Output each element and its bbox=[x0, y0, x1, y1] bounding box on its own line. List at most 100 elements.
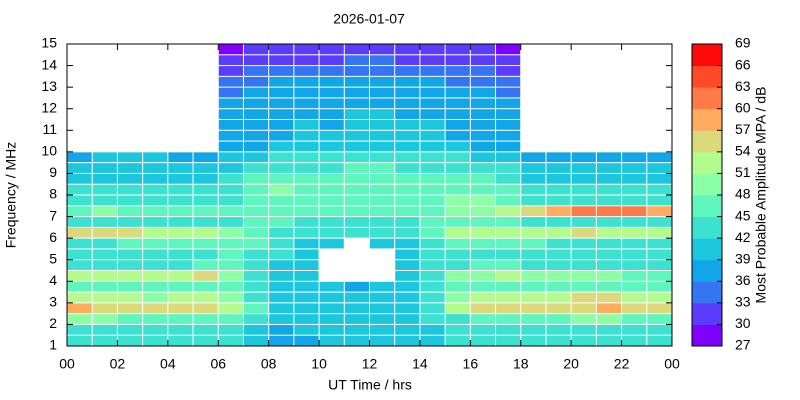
heatmap-cell bbox=[344, 141, 369, 152]
heatmap-cell bbox=[420, 292, 445, 303]
heatmap-cell bbox=[470, 303, 496, 314]
heatmap-cell bbox=[596, 152, 622, 163]
heatmap-cell bbox=[218, 281, 243, 292]
heatmap-cell bbox=[420, 76, 445, 87]
heatmap-cell bbox=[622, 152, 647, 163]
heatmap-cell bbox=[168, 217, 193, 227]
heatmap-cell bbox=[571, 324, 596, 335]
y-tick-label: 2 bbox=[49, 315, 57, 331]
heatmap-cell bbox=[370, 141, 395, 152]
colorbar-swatch bbox=[692, 281, 722, 304]
heatmap-cell bbox=[344, 120, 369, 130]
heatmap-cell bbox=[218, 87, 243, 98]
heatmap-cell bbox=[344, 87, 369, 98]
heatmap-cell bbox=[269, 109, 294, 119]
heatmap-cell bbox=[420, 249, 445, 260]
heatmap-cell bbox=[344, 66, 369, 76]
heatmap-cell bbox=[370, 109, 395, 119]
heatmap-cell bbox=[395, 66, 420, 76]
heatmap-cell bbox=[370, 206, 395, 217]
heatmap-cell bbox=[269, 44, 294, 55]
heatmap-cell bbox=[143, 184, 168, 195]
heatmap-cell bbox=[546, 184, 571, 195]
heatmap-cell bbox=[193, 195, 218, 206]
heatmap-cell bbox=[218, 292, 243, 303]
heatmap-cell bbox=[269, 324, 294, 335]
heatmap-cell bbox=[596, 184, 622, 195]
heatmap-cell bbox=[470, 260, 496, 270]
heatmap-cell bbox=[420, 335, 445, 346]
heatmap-cell bbox=[344, 195, 369, 206]
heatmap-cell bbox=[571, 249, 596, 260]
heatmap-cell bbox=[344, 206, 369, 217]
heatmap-cell bbox=[420, 314, 445, 324]
heatmap-cell bbox=[294, 249, 319, 260]
colorbar-label: Most Probable Amplitude MPA / dB bbox=[753, 87, 769, 304]
heatmap-cell bbox=[294, 260, 319, 270]
colorbar-swatch bbox=[692, 151, 722, 174]
heatmap-cell bbox=[596, 227, 622, 238]
y-tick-label: 13 bbox=[41, 78, 57, 94]
heatmap-cell bbox=[622, 173, 647, 184]
heatmap-cell bbox=[269, 184, 294, 195]
heatmap-cell bbox=[395, 76, 420, 87]
heatmap-cell bbox=[294, 173, 319, 184]
colorbar-swatch bbox=[692, 108, 722, 131]
heatmap-cell bbox=[218, 109, 243, 119]
heatmap-cell bbox=[521, 249, 546, 260]
heatmap-cell bbox=[243, 173, 269, 184]
heatmap-cell bbox=[470, 227, 496, 238]
heatmap-cell bbox=[92, 184, 117, 195]
heatmap-cell bbox=[420, 281, 445, 292]
heatmap-cell bbox=[294, 281, 319, 292]
heatmap-cell bbox=[344, 184, 369, 195]
heatmap-cell bbox=[117, 206, 143, 217]
heatmap-cell bbox=[243, 76, 269, 87]
heatmap-cell bbox=[395, 141, 420, 152]
heatmap-cell bbox=[168, 335, 193, 346]
heatmap-cell bbox=[117, 335, 143, 346]
heatmap-cell bbox=[622, 206, 647, 217]
heatmap-cell bbox=[370, 335, 395, 346]
x-tick-label: 14 bbox=[412, 356, 428, 372]
heatmap-cell bbox=[193, 163, 218, 173]
heatmap-cell bbox=[344, 98, 369, 109]
heatmap-cell bbox=[395, 260, 420, 270]
heatmap-cell bbox=[168, 238, 193, 249]
heatmap-cell bbox=[395, 44, 420, 55]
heatmap-cell bbox=[420, 130, 445, 141]
heatmap-cell bbox=[596, 238, 622, 249]
heatmap-cell bbox=[445, 249, 470, 260]
heatmap-cell bbox=[92, 173, 117, 184]
heatmap-cell bbox=[269, 206, 294, 217]
heatmap-cell bbox=[647, 217, 672, 227]
heatmap-cell bbox=[395, 55, 420, 66]
heatmap-cell bbox=[67, 163, 92, 173]
heatmap-cell bbox=[269, 303, 294, 314]
heatmap-cell bbox=[269, 120, 294, 130]
heatmap-cell bbox=[243, 163, 269, 173]
heatmap-cell bbox=[420, 227, 445, 238]
heatmap-cell bbox=[117, 260, 143, 270]
heatmap-cell bbox=[647, 206, 672, 217]
heatmap-cell bbox=[67, 271, 92, 281]
heatmap-cell bbox=[445, 217, 470, 227]
heatmap-cell bbox=[344, 44, 369, 55]
heatmap-cell bbox=[420, 109, 445, 119]
heatmap-cell bbox=[470, 130, 496, 141]
heatmap-cell bbox=[395, 130, 420, 141]
heatmap-cell bbox=[319, 303, 344, 314]
heatmap-cell bbox=[445, 260, 470, 270]
heatmap-cell bbox=[647, 281, 672, 292]
heatmap-cell bbox=[445, 44, 470, 55]
heatmap-cell bbox=[546, 227, 571, 238]
colorbar-tick-label: 45 bbox=[735, 207, 751, 223]
heatmap-cell bbox=[445, 87, 470, 98]
x-tick-label: 02 bbox=[110, 356, 126, 372]
heatmap-cell bbox=[193, 281, 218, 292]
heatmap-cell bbox=[395, 152, 420, 163]
heatmap-cell bbox=[218, 184, 243, 195]
heatmap-cell bbox=[344, 314, 369, 324]
heatmap-cell bbox=[92, 281, 117, 292]
heatmap-cell bbox=[546, 292, 571, 303]
